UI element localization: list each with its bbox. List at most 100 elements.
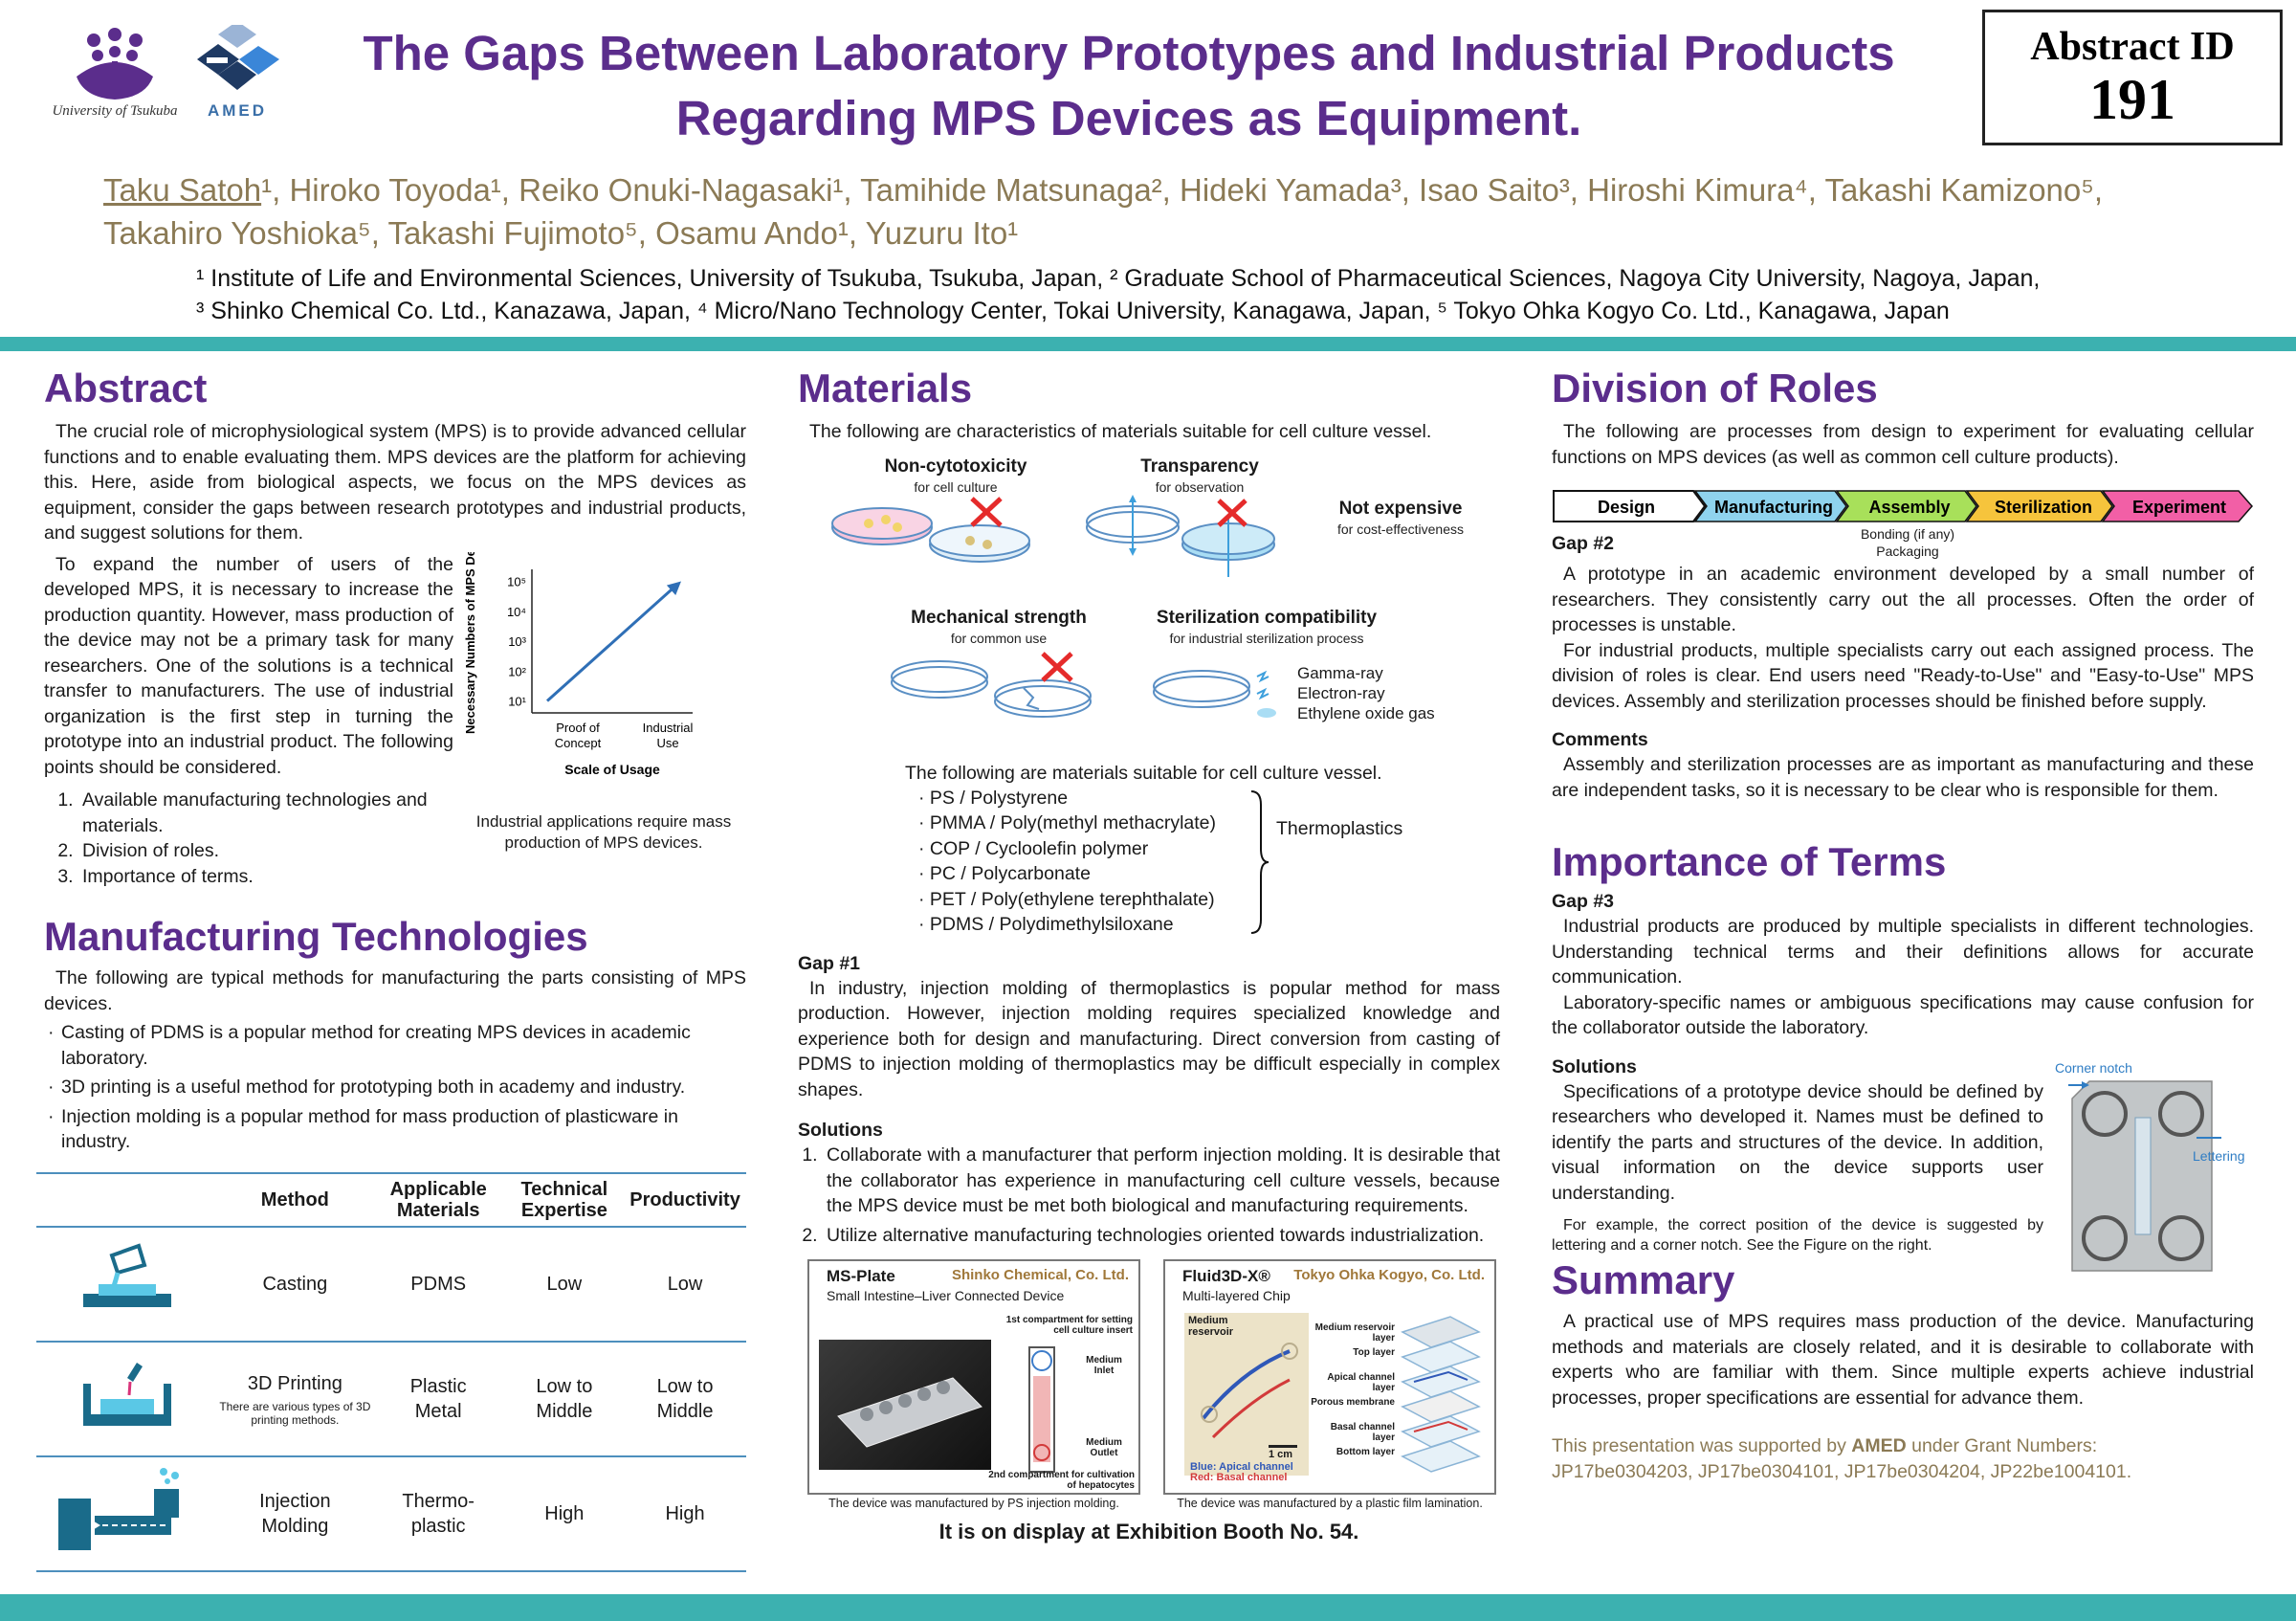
table-header: Technical Expertise [504, 1171, 625, 1228]
list-item: Casting of PDMS is a popular method for … [44, 1020, 746, 1071]
list-item: Collaborate with a manufacturer that per… [823, 1143, 1500, 1219]
ms-plate-label-4: 2nd compartment for cultivation of hepat… [988, 1470, 1135, 1491]
chart-series-arrowhead [666, 581, 681, 595]
device-2-caption: The device was manufactured by a plastic… [1177, 1497, 1483, 1510]
table-row: 3D Printing There are various types of 3… [36, 1341, 746, 1457]
device-2-name: Fluid3D-X® [1182, 1267, 1270, 1285]
table-header-icon [36, 1171, 218, 1228]
authors-line-2: Takahiro Yoshioka⁵, Takashi Fujimoto⁵, O… [103, 215, 1019, 251]
table-header: Productivity [624, 1171, 746, 1228]
comments-heading: Comments [1552, 729, 1648, 750]
fluid3d-reservoir-label: Medium reservoir [1188, 1315, 1234, 1338]
gap-2-heading: Gap #2 [1552, 533, 1615, 554]
table-cell: High [624, 1455, 746, 1572]
list-item: PC / Polycarbonate [918, 861, 1500, 887]
injection-molding-icon [36, 1455, 218, 1572]
step-label: Design [1598, 498, 1655, 517]
device-1-company: Shinko Chemical, Co. Ltd. [951, 1267, 1129, 1283]
step-design [1553, 490, 1707, 522]
list-item: Ethylene oxide gas [1297, 703, 1435, 722]
list-item: Injection molding is a popular method fo… [44, 1104, 746, 1155]
materials-heading: Materials [798, 366, 973, 411]
non-cytotoxicity-label: Non-cytotoxicity [884, 455, 1027, 477]
step-label: Assembly [1868, 498, 1950, 517]
chart-series-line [545, 584, 677, 702]
solutions-3-heading: Solutions [1552, 1055, 1637, 1077]
fluid3d-legend-red: Red: Basal channel [1190, 1472, 1288, 1483]
manufacturing-intro: The following are typical methods for ma… [44, 967, 746, 1014]
not-expensive-sub: for cost-effectiveness [1336, 521, 1465, 537]
list-item: Porous membrane [1311, 1397, 1395, 1408]
3d-printer-icon [36, 1341, 218, 1457]
author-list: Taku Satoh¹, Hiroko Toyoda¹, Reiko Onuki… [103, 168, 2265, 255]
list-item: Utilize alternative manufacturing techno… [823, 1223, 1500, 1249]
sterilization-label: Sterilization compatibility [1156, 607, 1378, 628]
comments-text: Assembly and sterilization processes are… [1552, 754, 2254, 801]
gap-1-text: In industry, injection molding of thermo… [798, 977, 1500, 1100]
list-item: Electron-ray [1297, 683, 1385, 702]
presenting-author: Taku Satoh [103, 172, 262, 208]
poster-header: University of Tsukuba AMED The Gaps Betw… [0, 0, 2296, 337]
grant-numbers: JP17be0304203, JP17be0304101, JP17be0304… [1552, 1461, 2132, 1482]
lettering-label: Lettering [2193, 1147, 2245, 1164]
list-item: PS / Polystyrene [918, 786, 1500, 811]
roles-intro: The following are processes from design … [1552, 421, 2254, 468]
corner-notch-label: Corner notch [2055, 1059, 2132, 1076]
ack-prefix: This presentation was supported by [1552, 1435, 1852, 1456]
usage-chart-panel: Necessary Numbers of MPS Device 10¹ 10² 10… [453, 524, 746, 890]
transparency-label: Transparency [1140, 455, 1259, 477]
abstract-body-row: To expand the number of users of the dev… [44, 524, 746, 890]
materials-intro: The following are characteristics of mat… [809, 421, 1432, 442]
manufacturing-table: Method Applicable Materials Technical Ex… [36, 1171, 746, 1572]
assembly-subtext: Bonding (if any) Packaging [1860, 526, 1955, 559]
affiliation-line-2: ³ Shinko Chemical Co. Ltd., Kanazawa, Ja… [196, 298, 1950, 324]
transparency-sub: for observation [1155, 478, 1245, 495]
bottom-divider-band [0, 1594, 2296, 1621]
table-cell: Injection Molding [218, 1455, 372, 1572]
acknowledgment: This presentation was supported by AMED … [1552, 1433, 2254, 1485]
list-item: Medium reservoir layer [1314, 1322, 1395, 1343]
abstract-paragraph-1: The crucial role of microphysiological s… [44, 421, 746, 544]
table-cell: Low [504, 1226, 625, 1343]
table-cell: Thermo-plastic [371, 1455, 505, 1572]
chart-y-tick-label: 10² [508, 664, 526, 678]
gap-3-heading: Gap #3 [1552, 891, 1615, 912]
column-right: Division of Roles The following are proc… [1552, 364, 2254, 1485]
chart-x-tick-label: Industrial Use [643, 721, 694, 750]
table-header-row: Method Applicable Materials Technical Ex… [36, 1171, 746, 1228]
list-item: PDMS / Polydimethylsiloxane [918, 912, 1500, 938]
fluid3d-panel: Fluid3D-X® Tokyo Ohka Kogyo, Co. Ltd. Mu… [1163, 1259, 1496, 1510]
gap-1-heading: Gap #1 [798, 952, 861, 974]
step-label: Experiment [2132, 498, 2226, 517]
materials-list-title: The following are materials suitable for… [905, 762, 1382, 784]
list-item: Gamma-ray [1297, 663, 1383, 682]
list-item: PMMA / Poly(methyl methacrylate) [918, 810, 1500, 836]
amed-logo-icon [197, 25, 279, 90]
abstract-heading: Abstract [44, 366, 208, 411]
transparent-dish-icon [1086, 494, 1275, 577]
manufacturing-heading: Manufacturing Technologies [44, 914, 588, 959]
ms-plate-panel: MS-Plate Shinko Chemical, Co. Ltd. Small… [807, 1259, 1140, 1510]
device-photo-figure: Corner notch Lettering [2055, 1055, 2254, 1272]
column-middle: Materials The following are characterist… [798, 364, 1500, 1544]
table-cell: Low [624, 1226, 746, 1343]
poster-title: The Gaps Between Laboratory Prototypes a… [316, 21, 1942, 151]
ack-suffix: under Grant Numbers: [1906, 1435, 2098, 1456]
material-characteristics-figure: Non-cytotoxicity for cell culture Transp… [798, 451, 1500, 757]
solutions-3-paragraph-1: Specifications of a prototype device sho… [1552, 1080, 2043, 1204]
materials-list: The following are materials suitable for… [798, 761, 1500, 938]
roles-heading: Division of Roles [1552, 366, 1878, 411]
ms-plate-diagram [1028, 1346, 1055, 1473]
ack-org: AMED [1851, 1435, 1907, 1456]
abstract-id-number: 191 [2089, 68, 2175, 131]
solutions-1-heading: Solutions [798, 1120, 883, 1141]
gap-3-paragraph-1: Industrial products are produced by mult… [1552, 916, 2254, 988]
fluid3d-photo [1184, 1313, 1309, 1476]
non-cytotoxicity-sub: for cell culture [914, 478, 998, 495]
thermoplastics-label: Thermoplastics [1276, 817, 1403, 839]
list-item: Basal channel layer [1330, 1422, 1395, 1443]
gap-2-paragraph-2: For industrial products, multiple specia… [1552, 639, 2254, 712]
step-label: Sterilization [1995, 498, 2092, 517]
chart-caption: Industrial applications require mass pro… [475, 811, 732, 852]
list-item: 3D printing is a useful method for proto… [44, 1075, 746, 1100]
